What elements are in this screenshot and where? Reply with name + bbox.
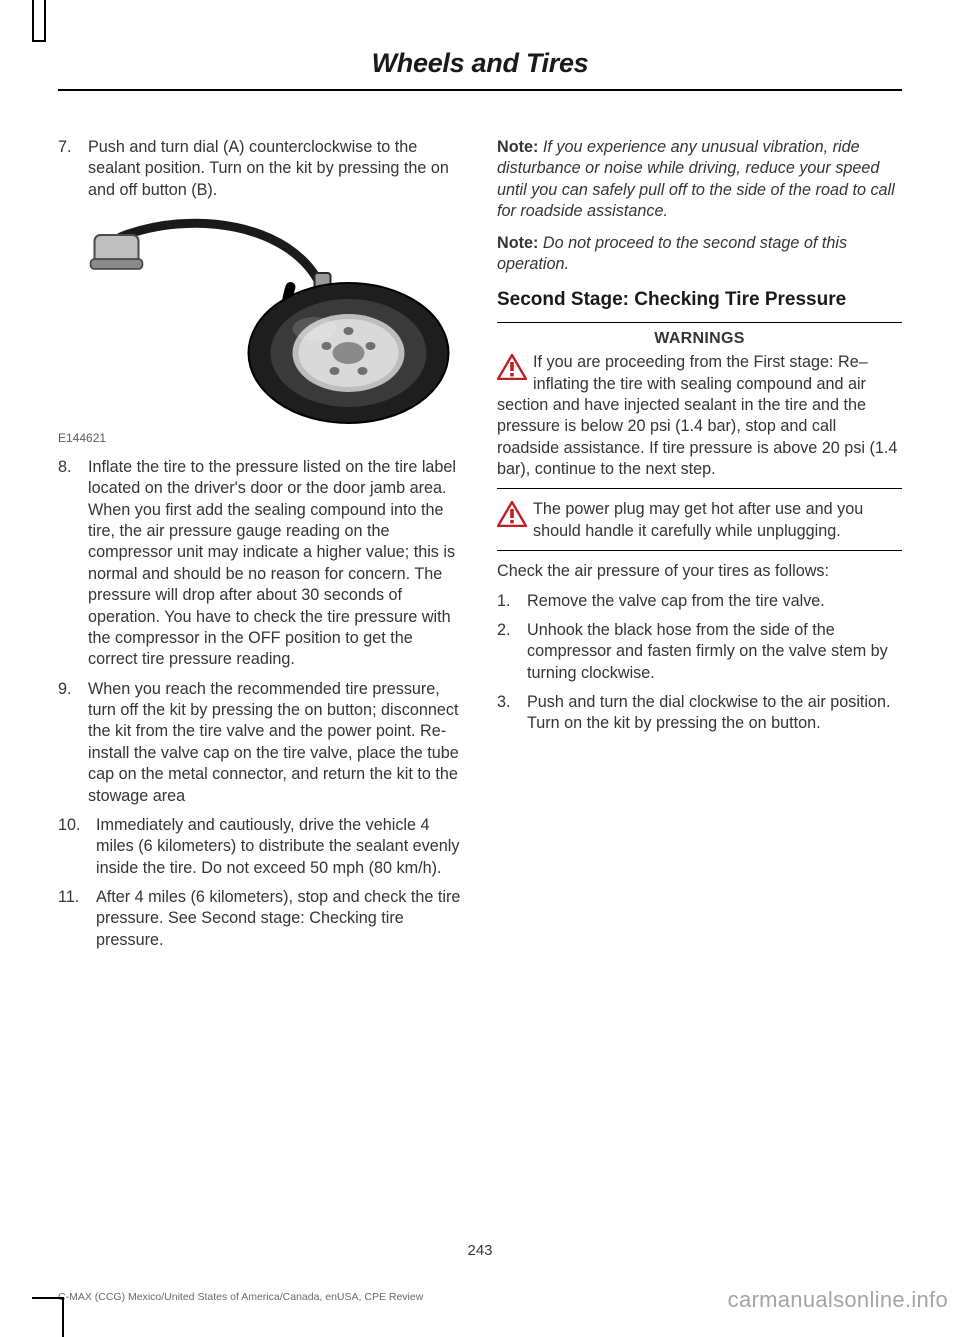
list-number: 9. [58, 679, 88, 807]
list-item: 9. When you reach the recommended tire p… [58, 679, 463, 807]
warnings-header: WARNINGS [497, 322, 902, 352]
header-rule [58, 89, 902, 91]
figure-label: E144621 [58, 431, 463, 447]
note-text: If you experience any unusual vibration,… [497, 138, 895, 220]
list-item: 3. Push and turn the dial clockwise to t… [497, 692, 902, 735]
note-label: Note: [497, 234, 538, 252]
warning-item: If you are proceeding from the First sta… [497, 352, 902, 489]
list-text: Push and turn the dial clockwise to the … [527, 692, 902, 735]
tire-inflator-svg [58, 215, 463, 425]
warning-item: The power plug may get hot after use and… [497, 499, 902, 551]
two-column-layout: 7. Push and turn dial (A) counterclockwi… [58, 137, 902, 959]
list-item: 8. Inflate the tire to the pressure list… [58, 457, 463, 671]
top-tab-notch [32, 0, 46, 42]
note-text: Do not proceed to the second stage of th… [497, 234, 847, 273]
left-column: 7. Push and turn dial (A) counterclockwi… [58, 137, 463, 959]
list-text: When you reach the recommended tire pres… [88, 679, 463, 807]
list-text: Unhook the black hose from the side of t… [527, 620, 902, 684]
list-number: 11. [58, 887, 96, 951]
watermark-text: carmanualsonline.info [728, 1287, 948, 1313]
list-text: Inflate the tire to the pressure listed … [88, 457, 463, 671]
list-number: 1. [497, 591, 527, 612]
section-heading: Second Stage: Checking Tire Pressure [497, 289, 902, 312]
tire-inflator-figure [58, 215, 463, 425]
list-item: 7. Push and turn dial (A) counterclockwi… [58, 137, 463, 201]
list-number: 8. [58, 457, 88, 671]
list-text: Remove the valve cap from the tire valve… [527, 591, 902, 612]
list-item: 11. After 4 miles (6 kilometers), stop a… [58, 887, 463, 951]
note-block: Note: If you experience any unusual vibr… [497, 137, 902, 223]
right-column: Note: If you experience any unusual vibr… [497, 137, 902, 959]
warning-triangle-icon [497, 501, 527, 527]
warning-triangle-icon [497, 354, 527, 380]
list-text: Immediately and cautiously, drive the ve… [96, 815, 463, 879]
footer-left-text: C-MAX (CCG) Mexico/United States of Amer… [58, 1291, 423, 1303]
list-text: After 4 miles (6 kilometers), stop and c… [96, 887, 463, 951]
list-number: 7. [58, 137, 88, 201]
page-number: 243 [0, 1242, 960, 1259]
page-title: Wheels and Tires [58, 48, 902, 89]
intro-paragraph: Check the air pressure of your tires as … [497, 561, 902, 582]
note-block: Note: Do not proceed to the second stage… [497, 233, 902, 276]
list-number: 3. [497, 692, 527, 735]
list-item: 1. Remove the valve cap from the tire va… [497, 591, 902, 612]
list-item: 10. Immediately and cautiously, drive th… [58, 815, 463, 879]
list-number: 10. [58, 815, 96, 879]
list-number: 2. [497, 620, 527, 684]
note-label: Note: [497, 138, 538, 156]
page-content: Wheels and Tires 7. Push and turn dial (… [58, 48, 902, 1337]
list-text: Push and turn dial (A) counterclockwise … [88, 137, 463, 201]
list-item: 2. Unhook the black hose from the side o… [497, 620, 902, 684]
warning-text: The power plug may get hot after use and… [533, 500, 863, 539]
warning-text: If you are proceeding from the First sta… [497, 353, 897, 478]
bottom-corner-notch [32, 1297, 64, 1337]
